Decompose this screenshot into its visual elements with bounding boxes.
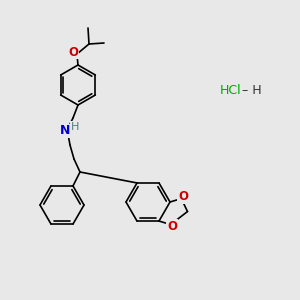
Text: N: N	[60, 124, 70, 137]
Text: – H: – H	[238, 83, 262, 97]
Text: HCl: HCl	[220, 83, 242, 97]
Text: O: O	[178, 190, 188, 203]
Text: H: H	[71, 122, 79, 132]
Text: O: O	[167, 220, 177, 232]
Text: O: O	[68, 46, 78, 59]
